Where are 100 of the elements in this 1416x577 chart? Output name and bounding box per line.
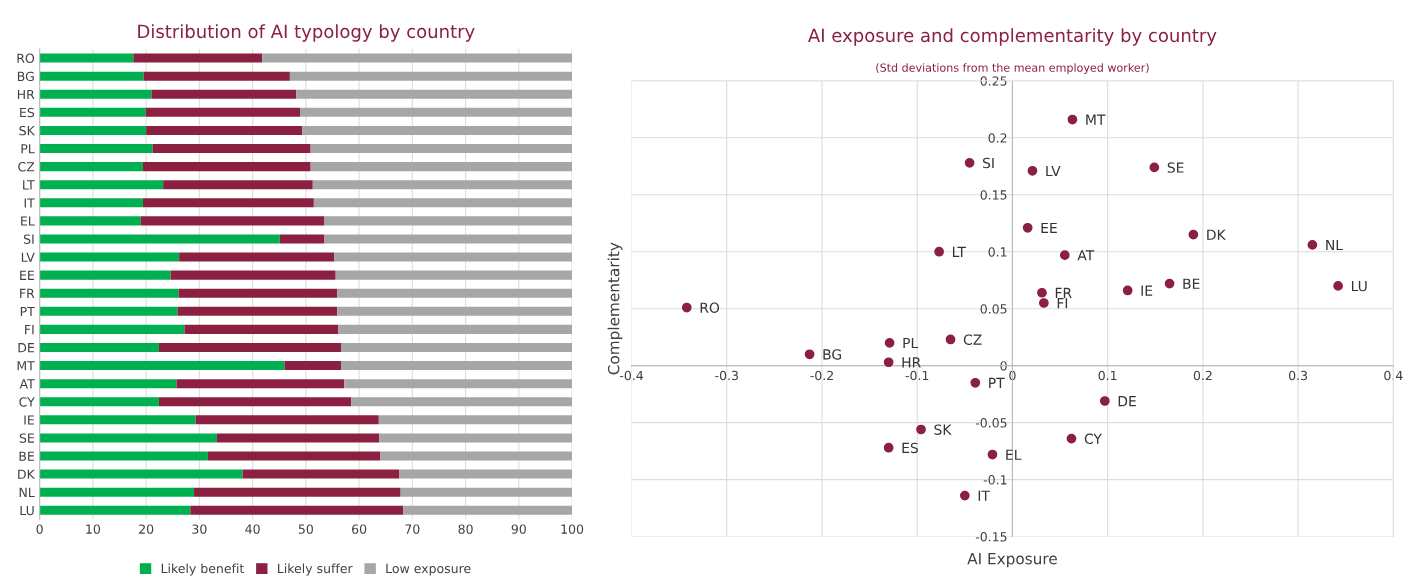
bar: [39, 180, 164, 190]
bar: [142, 162, 311, 172]
annotation: EL: [1006, 449, 1022, 460]
y-tick-label: -0.15: [975, 532, 1007, 542]
bar: [399, 469, 573, 479]
bar: [335, 270, 573, 280]
y-tick-label: DE: [18, 343, 34, 353]
bar: [300, 107, 573, 117]
annotation: HR: [902, 357, 921, 368]
bar: [284, 361, 341, 371]
bar: [310, 144, 573, 154]
annotation: NL: [1326, 239, 1343, 251]
bar: [262, 53, 573, 63]
x-tick-label: 50: [298, 524, 313, 534]
annotation: LT: [952, 246, 966, 257]
annotation: AT: [1077, 250, 1095, 261]
annotation: ES: [902, 442, 918, 454]
annotation: MT: [1086, 114, 1106, 125]
bar: [39, 397, 159, 407]
point: [1188, 229, 1199, 240]
annotation: DK: [1207, 229, 1226, 240]
bar: [379, 433, 573, 443]
x-tick-label: 60: [352, 524, 367, 534]
bar: [39, 234, 280, 244]
bar: [39, 162, 143, 172]
x-tick-label: 0.3: [1289, 370, 1308, 381]
point: [883, 357, 894, 368]
point: [987, 449, 998, 460]
bar: [380, 451, 573, 461]
y-tick-label: 0.2: [988, 133, 1007, 143]
x-tick-label: 100: [561, 524, 584, 534]
x-tick-label: 70: [405, 524, 420, 534]
y-tick-label: 0.1: [988, 247, 1007, 257]
point: [804, 349, 815, 360]
annotation: DE: [1118, 396, 1136, 407]
bar: [176, 379, 345, 389]
bar: [178, 288, 338, 298]
y-tick-label: HR: [17, 89, 35, 100]
annotation: EE: [1041, 222, 1057, 234]
bar: [207, 451, 381, 461]
y-tick-label: MT: [17, 361, 35, 371]
bar: [39, 469, 243, 479]
bar: [324, 216, 573, 226]
y-tick-label: SI: [23, 234, 34, 244]
x-tick-label: -0.1: [905, 370, 929, 381]
annotation: FI: [1057, 298, 1068, 309]
bar: [39, 144, 153, 154]
bar: [313, 198, 573, 208]
annotation: LV: [1046, 165, 1061, 177]
annotation: RO: [700, 302, 720, 313]
y-tick-label: SE: [19, 433, 34, 443]
point: [1037, 287, 1047, 298]
bar: [344, 379, 573, 389]
bar: [195, 415, 379, 425]
y-tick-label: FI: [25, 325, 34, 335]
chart-title: AI exposure and complementarity by country: [808, 28, 1217, 46]
y-tick-label: SK: [19, 125, 36, 136]
bar: [158, 342, 341, 352]
y-tick-label: LT: [23, 180, 35, 190]
bar: [39, 379, 177, 389]
bar: [39, 306, 178, 316]
bar: [242, 469, 400, 479]
point: [1307, 240, 1318, 250]
y-tick-label: 0.05: [980, 304, 1007, 314]
bar: [179, 252, 335, 262]
bar: [39, 53, 134, 63]
x-tick-label: 90: [511, 524, 526, 534]
point: [964, 157, 975, 168]
bar: [170, 270, 336, 280]
bar: [39, 324, 185, 334]
point: [1149, 162, 1160, 173]
bar: [39, 107, 146, 117]
bar: [39, 270, 171, 280]
annotation: FR: [1055, 287, 1072, 298]
point: [970, 377, 981, 388]
y-tick-label: CY: [19, 397, 35, 407]
bar: [341, 342, 573, 352]
y-tick-label: NL: [19, 487, 35, 497]
point: [1333, 281, 1343, 291]
point: [884, 338, 895, 348]
bar: [400, 487, 573, 497]
point: [959, 490, 970, 501]
bar: [39, 433, 217, 443]
bar: [163, 180, 313, 190]
x-tick-label: 40: [245, 524, 260, 534]
bar: [39, 216, 141, 226]
point: [1099, 396, 1110, 406]
bar: [146, 125, 303, 135]
x-tick-label: 80: [458, 524, 473, 534]
annotation: SK: [934, 424, 952, 435]
bar: [133, 53, 263, 63]
chart-subtitle: (Std deviations from the mean employed worker): [876, 63, 1149, 74]
bar: [39, 415, 196, 425]
y-tick-label: BG: [17, 71, 34, 82]
x-tick-label: 0.4: [1384, 370, 1403, 381]
x-tick-label: 0.2: [1193, 370, 1212, 381]
chart-title: Distribution of AI typology by country: [138, 24, 475, 42]
point: [1059, 250, 1070, 260]
bar: [184, 324, 339, 334]
y-tick-label: ES: [20, 107, 35, 118]
